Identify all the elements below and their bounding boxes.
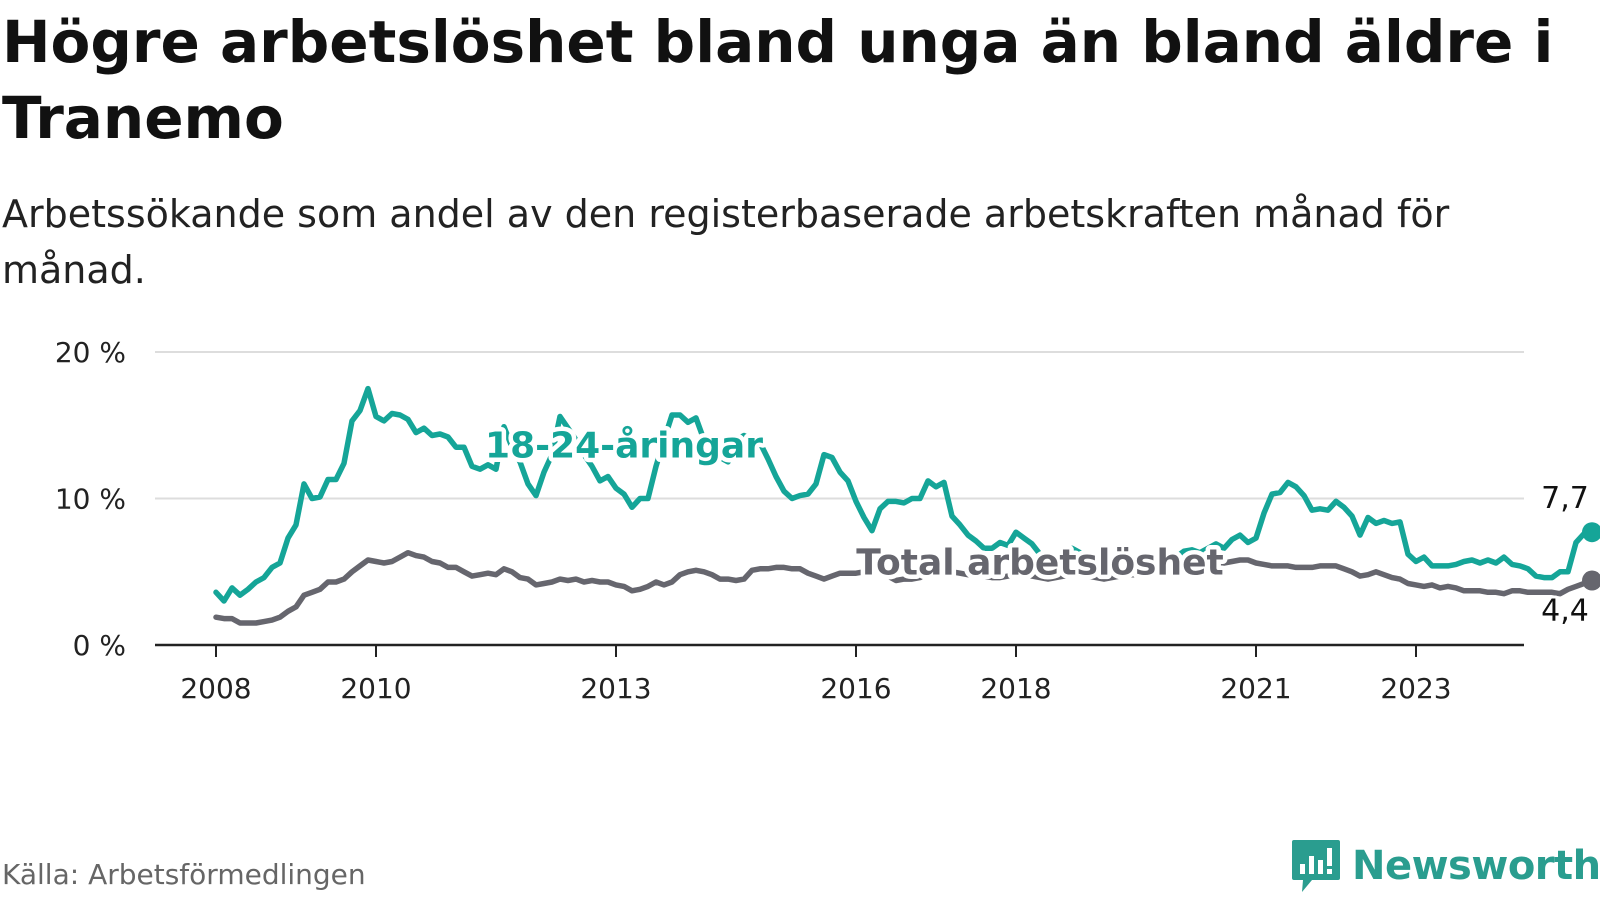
y-tick-label: 10 % xyxy=(55,483,126,516)
brand-name: Newsworthy xyxy=(1352,843,1600,889)
y-axis: 0 % 10 % 20 % xyxy=(55,336,126,662)
youth-series-line xyxy=(213,385,1595,604)
grid-lines xyxy=(155,351,1524,500)
series-labels: 18-24-åringar Total arbetslöshet 7,7 % 4,4 … xyxy=(481,421,1600,632)
x-tick-label: 2010 xyxy=(340,672,411,705)
x-tick-label: 2018 xyxy=(980,672,1051,705)
x-tick-label: 2013 xyxy=(580,672,651,705)
x-axis: 2008 2010 2013 2016 2018 2021 2023 xyxy=(155,643,1524,705)
youth-end-point xyxy=(1582,522,1600,543)
total-series-label: Total arbetslöshet xyxy=(856,543,1224,584)
newsworthy-logo-icon xyxy=(1292,840,1340,892)
x-tick-label: 2008 xyxy=(180,672,251,705)
brand-logo: Newsworthy xyxy=(1290,838,1600,894)
y-tick-label: 0 % xyxy=(73,629,126,662)
y-tick-label: 20 % xyxy=(55,336,126,369)
chart-title: Högre arbetslöshet bland unga än bland ä… xyxy=(2,8,1554,152)
x-tick-label: 2023 xyxy=(1380,672,1451,705)
total-series-line xyxy=(213,549,1595,626)
total-end-value-label: 4,4 % xyxy=(1541,594,1600,629)
youth-series-label: 18-24-åringar xyxy=(485,425,763,466)
series-group xyxy=(213,385,1600,626)
total-end-point xyxy=(1582,570,1600,591)
x-tick-label: 2016 xyxy=(820,672,891,705)
source-note: Källa: Arbetsförmedlingen xyxy=(2,858,366,891)
youth-end-value-label: 7,7 % xyxy=(1541,481,1600,516)
x-tick-label: 2021 xyxy=(1220,672,1291,705)
chart-subtitle: Arbetssökande som andel av den registerb… xyxy=(2,192,1450,292)
